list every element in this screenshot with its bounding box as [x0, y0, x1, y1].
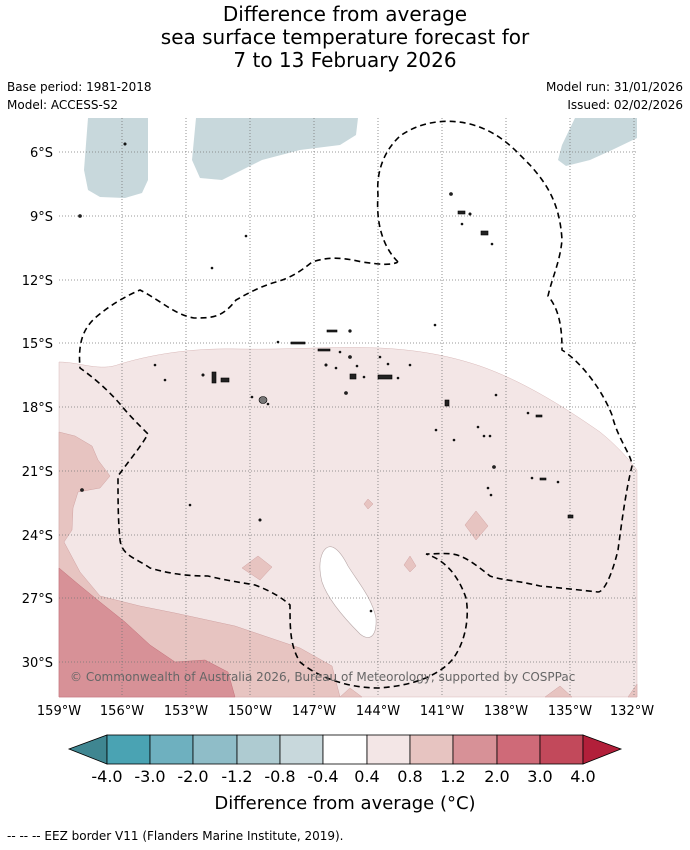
anomaly-region-dark-pink	[58, 567, 236, 698]
colorbar-ticks: -4.0 -3.0 -2.0 -1.2 -0.8 -0.4 0.4 0.8 1.…	[91, 767, 595, 786]
colorbar-swatch	[192, 734, 238, 765]
colorbar-tick: 1.2	[440, 767, 465, 786]
anomaly-patch	[464, 510, 489, 541]
title-line-2: sea surface temperature forecast for	[160, 25, 530, 49]
colorbar-swatch	[67, 734, 108, 765]
model-run-text: Model run: 31/01/2026	[545, 80, 683, 94]
lon-labels: 159°W 156°W 153°W 150°W 147°W 144°W 141°…	[37, 704, 654, 719]
colorbar-tick: -3.0	[134, 767, 165, 786]
lat-label: 30°S	[22, 656, 53, 671]
colorbar-tick: -0.4	[307, 767, 338, 786]
meta-left: Base period: 1981-2018 Model: ACCESS-S2	[7, 78, 152, 114]
colorbar-tick: -4.0	[91, 767, 122, 786]
colorbar-swatch	[409, 734, 454, 765]
colorbar-tick: -0.8	[264, 767, 295, 786]
colorbar-swatch	[366, 734, 411, 765]
lon-label: 141°W	[420, 704, 464, 719]
colorbar-tick: -1.2	[221, 767, 252, 786]
lon-label: 138°W	[484, 704, 528, 719]
lat-label: 15°S	[22, 337, 53, 352]
colorbar-tick: 4.0	[570, 767, 595, 786]
map-title: Difference from average sea surface temp…	[0, 3, 690, 72]
islands	[78, 142, 574, 613]
lon-label: 150°W	[228, 704, 272, 719]
colorbar-label: Difference from average (°C)	[214, 793, 476, 814]
lat-label: 21°S	[22, 465, 53, 480]
colorbar-swatch	[322, 734, 368, 765]
lat-label: 24°S	[22, 529, 53, 544]
colorbar-tick: 0.4	[354, 767, 379, 786]
model-text: Model: ACCESS-S2	[7, 98, 119, 112]
lon-label: 147°W	[292, 704, 336, 719]
lon-label: 144°W	[356, 704, 400, 719]
issued-text: Issued: 02/02/2026	[567, 98, 683, 112]
lat-label: 12°S	[22, 274, 53, 289]
colorbar-swatch	[496, 734, 541, 765]
colorbar-tick: -2.0	[177, 767, 208, 786]
colorbar-swatch	[452, 734, 498, 765]
colorbar-swatch	[582, 734, 623, 765]
colorbar-swatch	[149, 734, 194, 765]
neutral-region	[319, 546, 377, 638]
anomaly-patch	[403, 555, 417, 573]
title-line-3: 7 to 13 February 2026	[233, 48, 457, 72]
colorbar-tick: 2.0	[484, 767, 509, 786]
lat-label: 9°S	[30, 210, 53, 225]
lat-label: 18°S	[22, 401, 53, 416]
title-line-1: Difference from average	[222, 2, 468, 26]
cool-anomaly-region	[84, 118, 148, 198]
lat-label: 27°S	[22, 592, 53, 607]
eez-border	[78, 120, 633, 689]
anomaly-patch	[339, 687, 363, 698]
anomaly-patch	[627, 683, 638, 698]
colorbar-tick: 0.8	[397, 767, 422, 786]
lon-label: 135°W	[548, 704, 592, 719]
anomaly-patch	[544, 685, 573, 698]
lon-label: 153°W	[164, 704, 208, 719]
lon-label: 156°W	[100, 704, 144, 719]
copyright-text: © Commonwealth of Australia 2026, Bureau…	[70, 670, 575, 684]
anomaly-region-light-pink	[58, 347, 638, 698]
colorbar-swatch	[279, 734, 324, 765]
base-period-text: Base period: 1981-2018	[7, 80, 152, 94]
colorbar	[67, 734, 623, 765]
lon-label: 159°W	[37, 704, 81, 719]
lat-label: 6°S	[30, 146, 53, 161]
lon-label: 132°W	[610, 704, 654, 719]
colorbar-swatch	[106, 734, 151, 765]
anomaly-patch	[363, 498, 374, 510]
lat-labels: 6°S 9°S 12°S 15°S 18°S 21°S 24°S 27°S 30…	[22, 146, 53, 671]
cool-anomaly-region	[558, 118, 637, 166]
colorbar-swatch	[236, 734, 281, 765]
eez-legend: -- -- -- EEZ border V11 (Flanders Marine…	[7, 829, 344, 843]
cool-anomaly-region	[192, 118, 358, 180]
anomaly-patch	[241, 555, 273, 581]
colorbar-swatch	[539, 734, 584, 765]
colorbar-tick: 3.0	[527, 767, 552, 786]
meta-right: Model run: 31/01/2026 Issued: 02/02/2026	[546, 78, 683, 114]
